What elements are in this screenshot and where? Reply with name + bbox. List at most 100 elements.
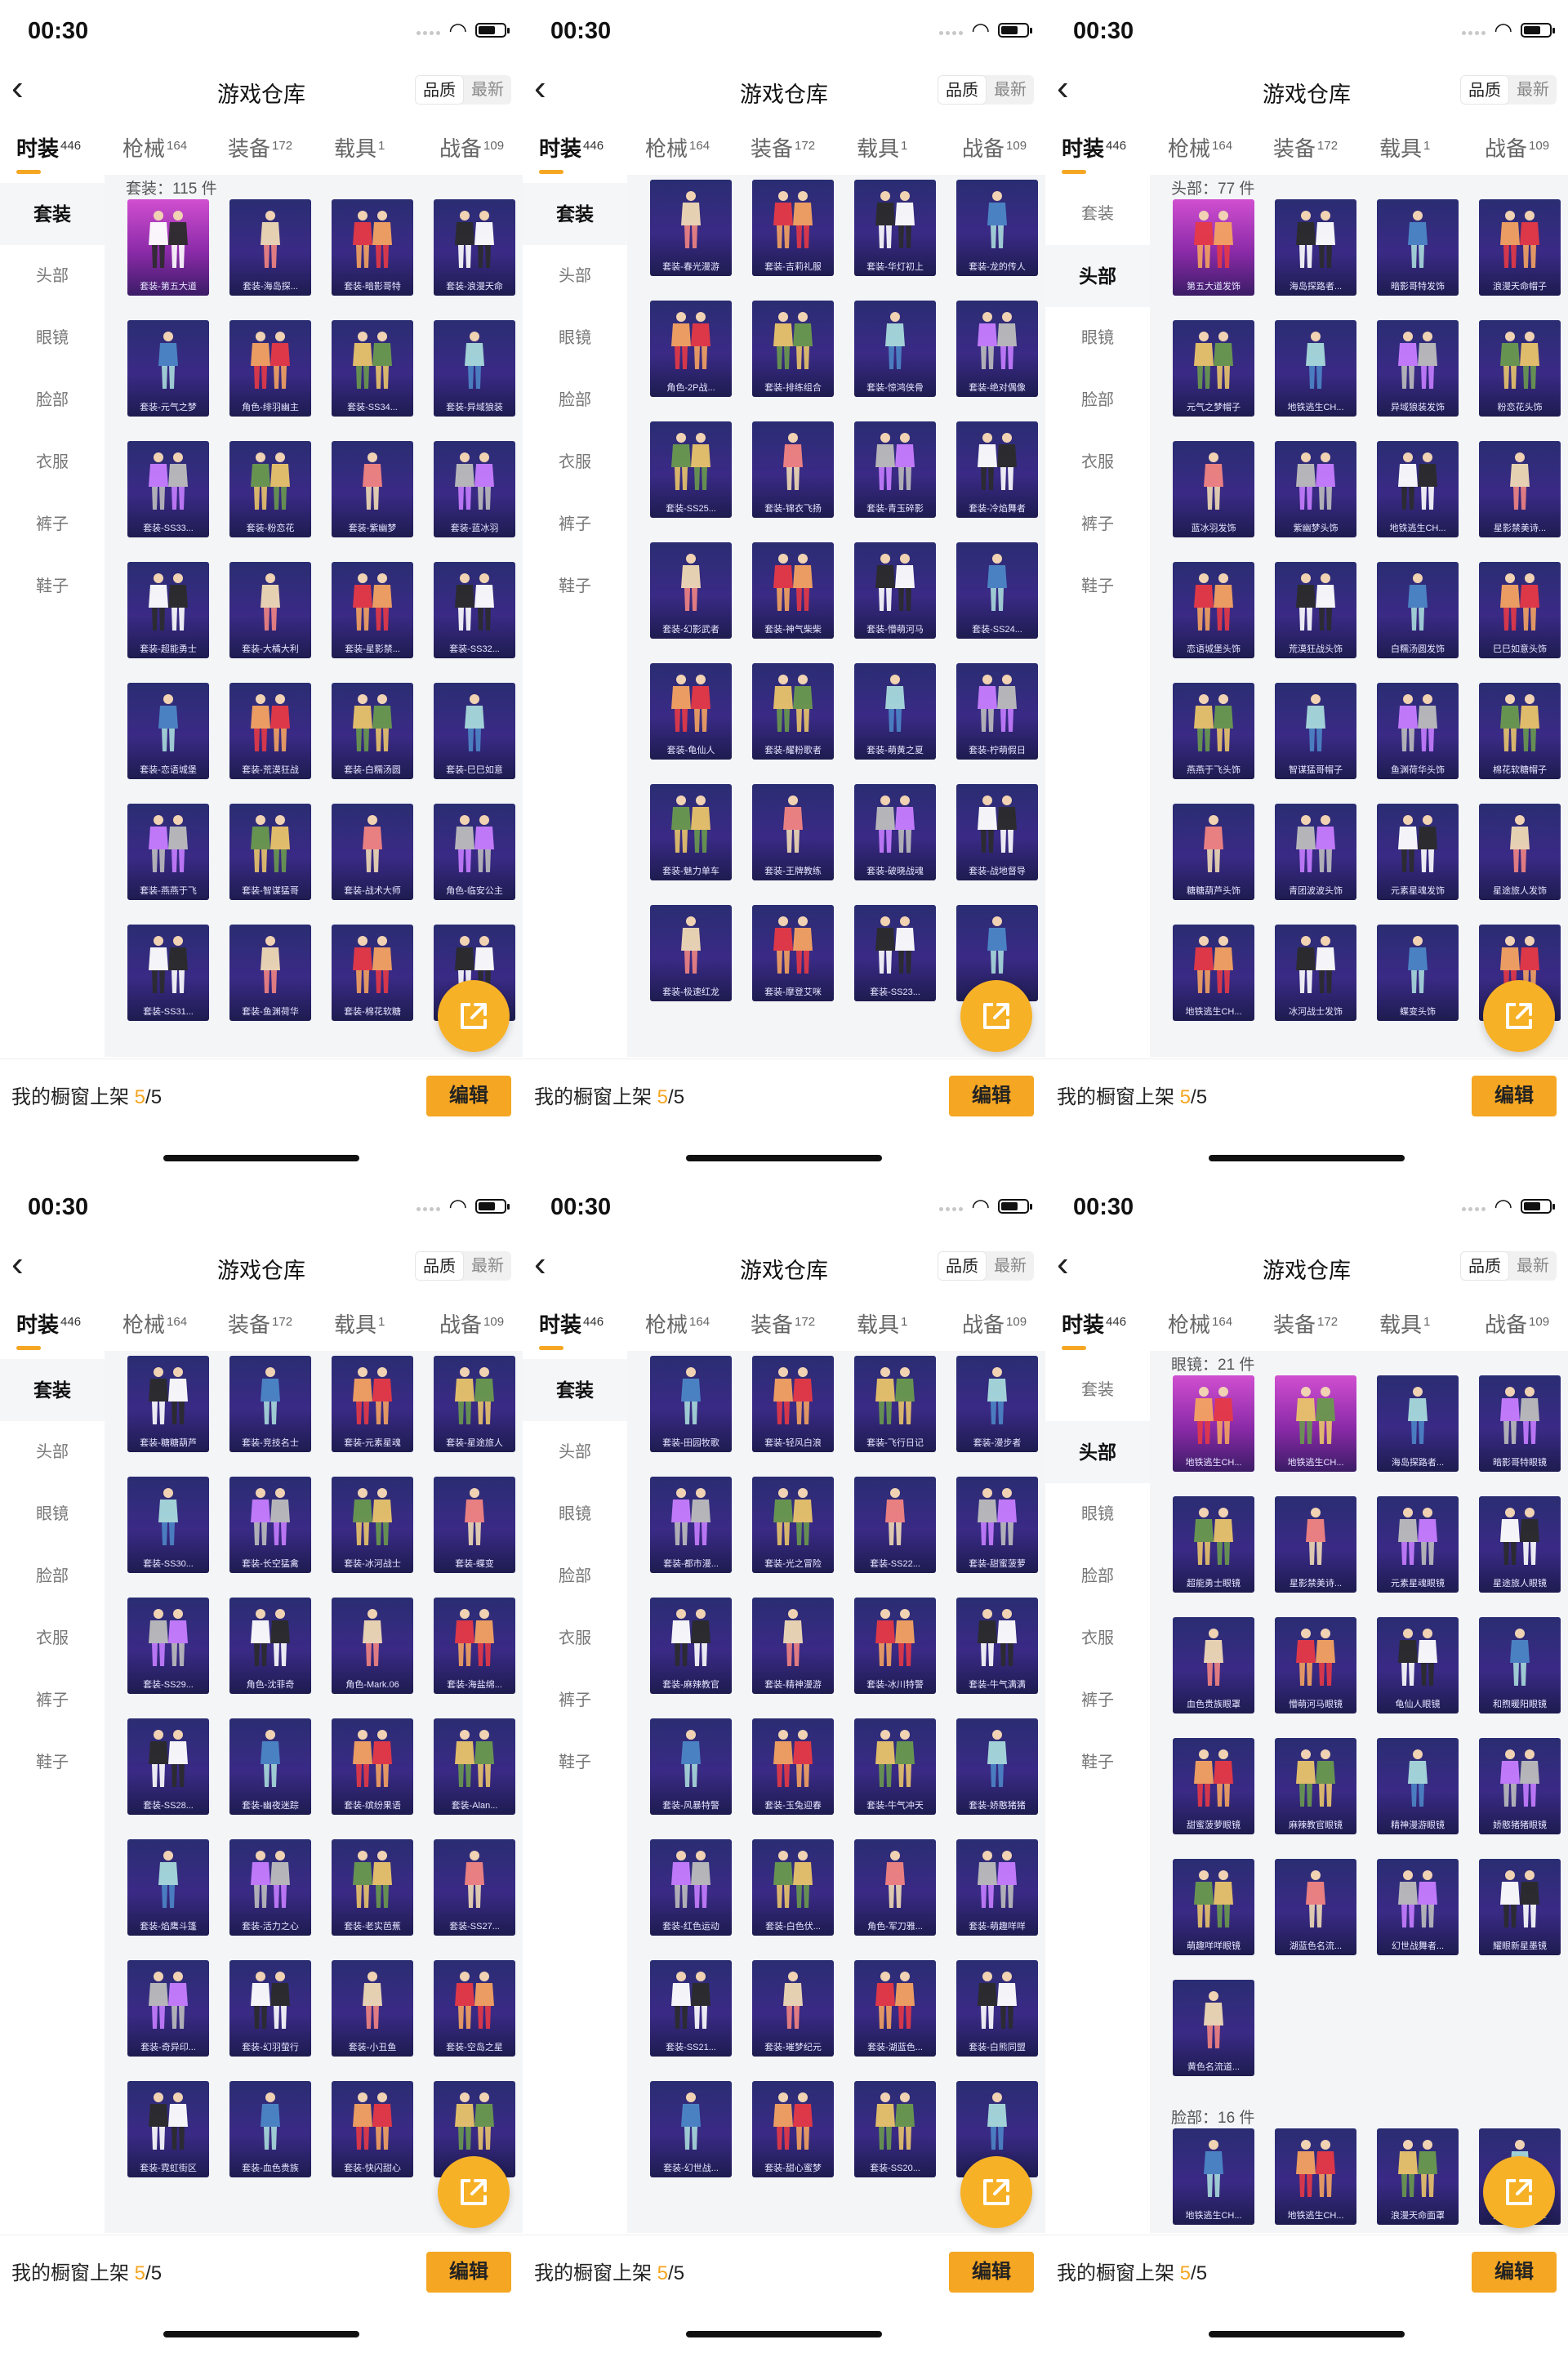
back-chevron-icon[interactable]: ‹ xyxy=(534,68,546,108)
item-card[interactable]: 套装-魅力单车 xyxy=(650,784,732,880)
item-card[interactable]: 套装-长空猛禽 xyxy=(229,1477,311,1573)
item-card[interactable]: 套装-SS23... xyxy=(854,905,936,1001)
item-card[interactable]: 套装-超能勇士 xyxy=(127,562,209,658)
edit-button[interactable]: 编辑 xyxy=(426,2252,511,2293)
share-button[interactable] xyxy=(1483,2156,1555,2228)
item-card[interactable]: 角色-沈菲奇 xyxy=(229,1598,311,1694)
item-card[interactable]: 套装-绝对偶像 xyxy=(956,301,1038,397)
item-card[interactable]: 超能勇士眼镜 xyxy=(1173,1496,1254,1593)
item-card[interactable]: 耀眼新星墨镜 xyxy=(1479,1859,1561,1955)
item-card[interactable]: 元素星魂发饰 xyxy=(1377,804,1459,900)
item-card[interactable]: 地铁逃生CH... xyxy=(1275,2128,1356,2225)
item-card[interactable]: 套装-龙的传人 xyxy=(956,180,1038,276)
item-card[interactable]: 套装-SS32... xyxy=(434,562,515,658)
item-card[interactable]: 套装-冰川特警 xyxy=(854,1598,936,1694)
item-card[interactable]: 套装-白糯汤圆 xyxy=(332,683,413,779)
tab-0[interactable]: 时装 446 xyxy=(539,132,604,174)
back-chevron-icon[interactable]: ‹ xyxy=(534,1244,546,1284)
tab-1[interactable]: 枪械 164 xyxy=(1168,132,1232,163)
item-card[interactable]: 套装-SS29... xyxy=(127,1598,209,1694)
item-card[interactable]: 套装-SS21... xyxy=(650,1960,732,2057)
sidebar-item-5[interactable]: 裤子 xyxy=(559,515,591,533)
sidebar-item-5[interactable]: 裤子 xyxy=(36,1691,69,1709)
item-card[interactable]: 地铁逃生CH... xyxy=(1377,441,1459,537)
item-card[interactable]: 套装-柠萌假日 xyxy=(956,663,1038,760)
sidebar-item-6[interactable]: 鞋子 xyxy=(36,577,69,595)
sort-newest-button[interactable]: 最新 xyxy=(471,1257,504,1275)
item-card[interactable]: 套装-耀粉歌者 xyxy=(752,663,834,760)
item-card[interactable]: 套装-幻世战... xyxy=(650,2081,732,2177)
sort-quality-button[interactable]: 品质 xyxy=(938,75,987,105)
share-button[interactable] xyxy=(1483,980,1555,1052)
item-card[interactable]: 湖蓝色名流... xyxy=(1275,1859,1356,1955)
item-card[interactable]: 恋语城堡头饰 xyxy=(1173,562,1254,658)
tab-1[interactable]: 枪械 164 xyxy=(645,1308,710,1339)
share-button[interactable] xyxy=(438,980,510,1052)
item-card[interactable]: 套装-轻风白浪 xyxy=(752,1356,834,1452)
tab-0[interactable]: 时装 446 xyxy=(539,1308,604,1350)
sort-newest-button[interactable]: 最新 xyxy=(994,1257,1027,1275)
tab-3[interactable]: 载具 1 xyxy=(857,132,907,163)
sort-newest-button[interactable]: 最新 xyxy=(1517,81,1549,99)
sort-quality-button[interactable]: 品质 xyxy=(415,1251,464,1281)
item-card[interactable]: 套装-元气之梦 xyxy=(127,320,209,417)
item-card[interactable]: 浪漫天命帽子 xyxy=(1479,199,1561,296)
sort-newest-button[interactable]: 最新 xyxy=(471,81,504,99)
back-chevron-icon[interactable]: ‹ xyxy=(1057,68,1069,108)
item-card[interactable]: 套装-荒漠狂战 xyxy=(229,683,311,779)
sort-toggle[interactable]: 品质 最新 xyxy=(1460,75,1557,105)
item-card[interactable]: 套装-蝶变 xyxy=(434,1477,515,1573)
sidebar-item-3[interactable]: 脸部 xyxy=(1081,1567,1114,1585)
sidebar-item-0[interactable]: 套装 xyxy=(1081,1381,1114,1399)
item-card[interactable]: 套装-元素星魂 xyxy=(332,1356,413,1452)
tab-3[interactable]: 载具 1 xyxy=(857,1308,907,1339)
sidebar-item-6[interactable]: 鞋子 xyxy=(1081,577,1114,595)
sidebar-item-4[interactable]: 衣服 xyxy=(559,453,591,471)
item-card[interactable]: 套装-娇憨猪猪 xyxy=(956,1718,1038,1815)
item-card[interactable]: 套装-牛气冲天 xyxy=(854,1718,936,1815)
item-card[interactable]: 套装-玉兔迎春 xyxy=(752,1718,834,1815)
item-card[interactable]: 套装-战术大师 xyxy=(332,804,413,900)
tab-0[interactable]: 时装 446 xyxy=(1062,132,1126,174)
item-card[interactable]: 地铁逃生CH... xyxy=(1173,2128,1254,2225)
item-card[interactable]: 暗影哥特发饰 xyxy=(1377,199,1459,296)
item-card[interactable]: 角色-临安公主 xyxy=(434,804,515,900)
item-card[interactable]: 套装-神气柴柴 xyxy=(752,542,834,639)
item-card[interactable]: 套装-SS22... xyxy=(854,1477,936,1573)
item-card[interactable]: 套装-摩登艾咪 xyxy=(752,905,834,1001)
item-card[interactable]: 套装-星影禁... xyxy=(332,562,413,658)
item-card[interactable]: 套装-甜心蜜梦 xyxy=(752,2081,834,2177)
item-card[interactable]: 套装-异域狼装 xyxy=(434,320,515,417)
tab-4[interactable]: 战备 109 xyxy=(439,1308,504,1339)
tab-1[interactable]: 枪械 164 xyxy=(1168,1308,1232,1339)
item-card[interactable]: 套装-SS24... xyxy=(956,542,1038,639)
item-card[interactable]: 套装-麻辣教官 xyxy=(650,1598,732,1694)
item-card[interactable]: 套装-棉花软糖 xyxy=(332,925,413,1021)
item-card[interactable]: 套装-鱼渊荷华 xyxy=(229,925,311,1021)
sort-toggle[interactable]: 品质 最新 xyxy=(938,75,1034,105)
item-card[interactable]: 紫幽梦头饰 xyxy=(1275,441,1356,537)
sidebar-item-2[interactable]: 眼镜 xyxy=(36,1505,69,1523)
item-card[interactable]: 套装-漫步者 xyxy=(956,1356,1038,1452)
sort-quality-button[interactable]: 品质 xyxy=(1460,1251,1509,1281)
tab-0[interactable]: 时装 446 xyxy=(16,132,81,174)
sidebar-item-4[interactable]: 衣服 xyxy=(36,1629,69,1647)
tab-1[interactable]: 枪械 164 xyxy=(122,132,187,163)
item-card[interactable]: 糖糖葫芦头饰 xyxy=(1173,804,1254,900)
item-card[interactable]: 套装-都市漫... xyxy=(650,1477,732,1573)
sidebar-item-4[interactable]: 衣服 xyxy=(1081,1629,1114,1647)
tab-4[interactable]: 战备 109 xyxy=(1485,132,1549,163)
item-card[interactable]: 套装-幻羽萤行 xyxy=(229,1960,311,2057)
tab-0[interactable]: 时装 446 xyxy=(1062,1308,1126,1350)
sidebar-item-4[interactable]: 衣服 xyxy=(1081,453,1114,471)
item-card[interactable]: 套装-甜蜜菠萝 xyxy=(956,1477,1038,1573)
tab-4[interactable]: 战备 109 xyxy=(439,132,504,163)
sidebar-item-5[interactable]: 裤子 xyxy=(1081,515,1114,533)
item-card[interactable]: 套装-紫幽梦 xyxy=(332,441,413,537)
item-card[interactable]: 暗影哥特眼镜 xyxy=(1479,1375,1561,1472)
item-card[interactable]: 星途旅人发饰 xyxy=(1479,804,1561,900)
tab-1[interactable]: 枪械 164 xyxy=(122,1308,187,1339)
tab-4[interactable]: 战备 109 xyxy=(962,132,1027,163)
item-card[interactable]: 套装-战地督导 xyxy=(956,784,1038,880)
share-button[interactable] xyxy=(960,2156,1032,2228)
